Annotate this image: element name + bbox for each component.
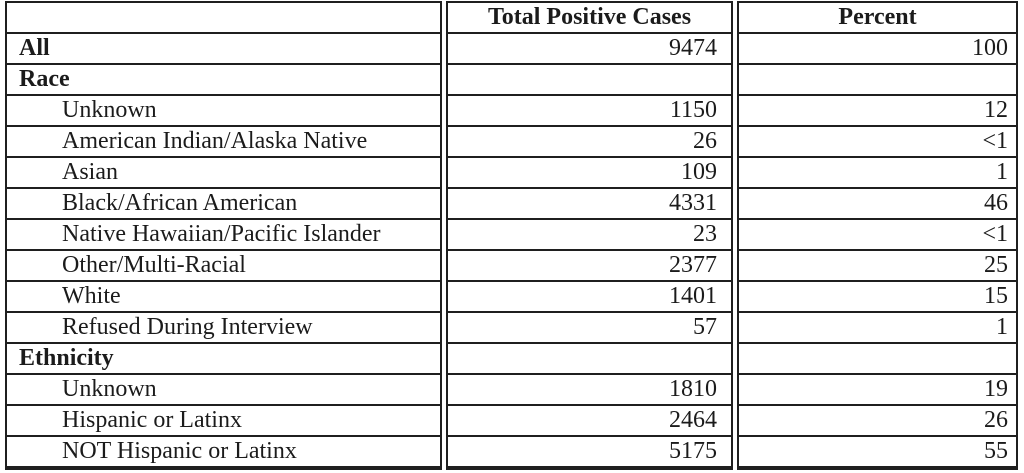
table-row: Hispanic or Latinx 2464 26	[5, 406, 1018, 437]
row-label-cell: Native Hawaiian/Pacific Islander	[5, 220, 442, 251]
table-row: Unknown 1150 12	[5, 96, 1018, 127]
header-cell-total-positive-cases: Total Positive Cases	[446, 1, 733, 34]
table-row: Native Hawaiian/Pacific Islander 23 <1	[5, 220, 1018, 251]
row-label-cell: Race	[5, 65, 442, 96]
row-label-cell: Other/Multi-Racial	[5, 251, 442, 282]
cases-value-cell: 23	[446, 220, 733, 251]
percent-value-cell: 15	[737, 282, 1018, 313]
cases-value-cell: 1150	[446, 96, 733, 127]
row-label-cell: Hispanic or Latinx	[5, 406, 442, 437]
table-row: NOT Hispanic or Latinx 5175 55	[5, 437, 1018, 470]
table-row: White 1401 15	[5, 282, 1018, 313]
header-cell-percent: Percent	[737, 1, 1018, 34]
row-label-cell: Unknown	[5, 375, 442, 406]
row-label-cell: NOT Hispanic or Latinx	[5, 437, 442, 470]
table-row: Race	[5, 65, 1018, 96]
percent-value-cell: 19	[737, 375, 1018, 406]
percent-value-cell: 46	[737, 189, 1018, 220]
cases-value-cell: 2464	[446, 406, 733, 437]
row-label-cell: Black/African American	[5, 189, 442, 220]
cases-value-cell	[446, 65, 733, 96]
percent-value-cell: 26	[737, 406, 1018, 437]
cases-value-cell	[446, 344, 733, 375]
percent-value-cell: 1	[737, 313, 1018, 344]
cases-value-cell: 57	[446, 313, 733, 344]
cases-value-cell: 9474	[446, 34, 733, 65]
table-body: All 9474 100 Race Unknown 1150 12 American Indi…	[5, 34, 1018, 470]
table-row: Unknown 1810 19	[5, 375, 1018, 406]
cases-value-cell: 109	[446, 158, 733, 189]
cases-value-cell: 2377	[446, 251, 733, 282]
row-label-cell: American Indian/Alaska Native	[5, 127, 442, 158]
percent-value-cell: 100	[737, 34, 1018, 65]
cases-value-cell: 26	[446, 127, 733, 158]
header-cell-blank	[5, 1, 442, 34]
table-row: Black/African American 4331 46	[5, 189, 1018, 220]
table-row: All 9474 100	[5, 34, 1018, 65]
table-row: Refused During Interview 57 1	[5, 313, 1018, 344]
percent-value-cell: 55	[737, 437, 1018, 470]
percent-value-cell	[737, 65, 1018, 96]
percent-value-cell: <1	[737, 127, 1018, 158]
header-row: Total Positive Cases Percent	[5, 1, 1018, 34]
percent-value-cell: <1	[737, 220, 1018, 251]
row-label-cell: White	[5, 282, 442, 313]
cases-value-cell: 1401	[446, 282, 733, 313]
row-label-cell: All	[5, 34, 442, 65]
percent-value-cell: 25	[737, 251, 1018, 282]
row-label-cell: Ethnicity	[5, 344, 442, 375]
table-row: Ethnicity	[5, 344, 1018, 375]
table-row: Asian 109 1	[5, 158, 1018, 189]
cases-value-cell: 4331	[446, 189, 733, 220]
table-row: Other/Multi-Racial 2377 25	[5, 251, 1018, 282]
row-label-cell: Asian	[5, 158, 442, 189]
cases-value-cell: 5175	[446, 437, 733, 470]
percent-value-cell	[737, 344, 1018, 375]
percent-value-cell: 12	[737, 96, 1018, 127]
percent-value-cell: 1	[737, 158, 1018, 189]
table-row: American Indian/Alaska Native 26 <1	[5, 127, 1018, 158]
cases-value-cell: 1810	[446, 375, 733, 406]
row-label-cell: Refused During Interview	[5, 313, 442, 344]
row-label-cell: Unknown	[5, 96, 442, 127]
